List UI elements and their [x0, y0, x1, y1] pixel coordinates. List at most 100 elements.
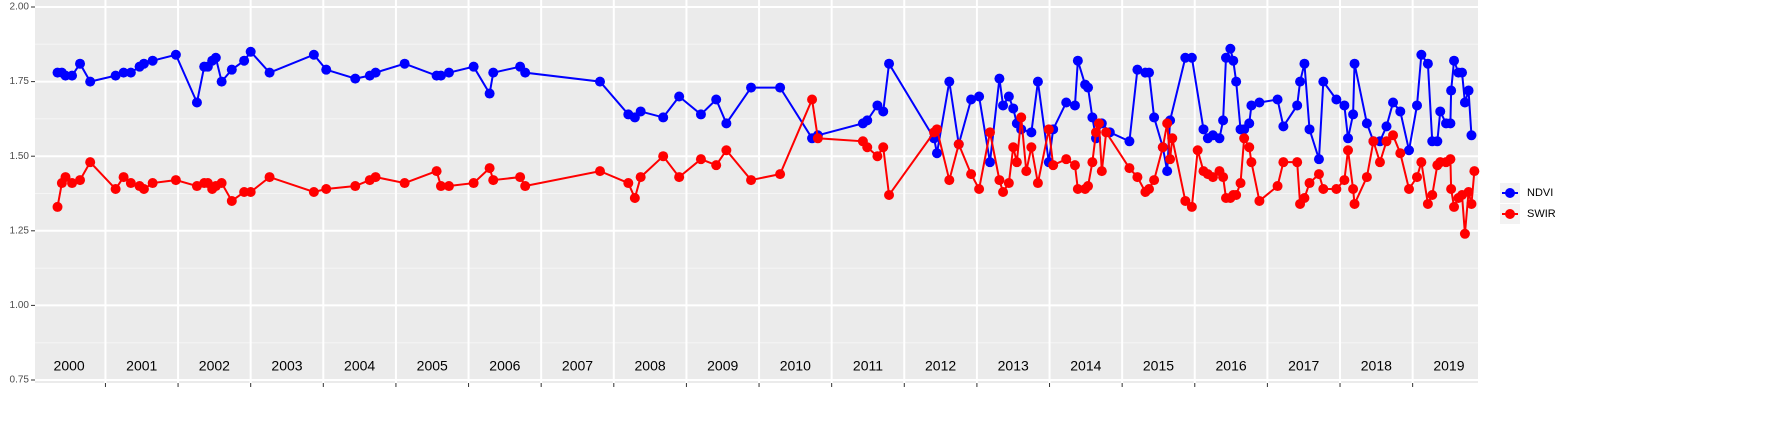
- point: [67, 178, 78, 189]
- point: [1228, 55, 1239, 66]
- point: [1180, 195, 1191, 206]
- point: [1404, 145, 1415, 156]
- year-label: 2019: [1433, 358, 1464, 374]
- point: [75, 175, 86, 186]
- point: [1016, 112, 1027, 123]
- point: [1246, 100, 1257, 111]
- point: [431, 166, 442, 177]
- point: [1186, 201, 1197, 212]
- point: [1459, 228, 1470, 239]
- point: [953, 139, 964, 150]
- point: [1231, 189, 1242, 200]
- point: [1048, 160, 1059, 171]
- point: [1132, 172, 1143, 183]
- point: [1132, 64, 1143, 75]
- point: [350, 73, 361, 84]
- point: [60, 172, 71, 183]
- point: [1381, 121, 1392, 132]
- point: [1218, 115, 1229, 126]
- point: [1343, 145, 1354, 156]
- point: [1459, 97, 1470, 108]
- point: [1003, 178, 1014, 189]
- year-label: 2014: [1070, 358, 1101, 374]
- point: [138, 58, 149, 69]
- point: [1318, 76, 1329, 87]
- point: [226, 64, 237, 75]
- point: [1278, 157, 1289, 168]
- point: [1361, 172, 1372, 183]
- point: [1449, 55, 1460, 66]
- point: [1124, 163, 1135, 174]
- point: [1318, 184, 1329, 195]
- point: [67, 70, 78, 81]
- point: [350, 181, 361, 192]
- point: [746, 175, 757, 186]
- point: [1235, 178, 1246, 189]
- point: [1339, 100, 1350, 111]
- year-label: 2010: [780, 358, 811, 374]
- point: [1008, 103, 1019, 114]
- point: [695, 109, 706, 120]
- point: [594, 76, 605, 87]
- point: [488, 175, 499, 186]
- point: [1466, 198, 1477, 209]
- point: [1069, 100, 1080, 111]
- point: [746, 82, 757, 93]
- point: [884, 189, 895, 200]
- point: [264, 67, 275, 78]
- point: [170, 49, 181, 60]
- point: [1368, 136, 1379, 147]
- point: [1083, 181, 1094, 192]
- point: [216, 76, 227, 87]
- point: [711, 94, 722, 105]
- point: [147, 178, 158, 189]
- point: [1225, 43, 1236, 54]
- point: [1304, 124, 1315, 135]
- point: [435, 181, 446, 192]
- point: [1162, 118, 1173, 129]
- point: [125, 67, 136, 78]
- point: [484, 163, 495, 174]
- point: [321, 64, 332, 75]
- point: [966, 94, 977, 105]
- point: [1101, 127, 1112, 138]
- point: [695, 154, 706, 165]
- year-label: 2000: [54, 358, 85, 374]
- point: [1348, 109, 1359, 120]
- point: [1446, 184, 1457, 195]
- point: [884, 58, 895, 69]
- point: [1348, 184, 1359, 195]
- point: [1416, 157, 1427, 168]
- year-label: 2013: [998, 358, 1029, 374]
- point: [1466, 130, 1477, 141]
- point: [1331, 94, 1342, 105]
- point: [1299, 192, 1310, 203]
- point: [1435, 106, 1446, 117]
- point: [1011, 157, 1022, 168]
- point: [110, 184, 121, 195]
- point: [1061, 154, 1072, 165]
- point: [1331, 184, 1342, 195]
- point: [812, 133, 823, 144]
- point: [1144, 184, 1155, 195]
- point: [1404, 184, 1415, 195]
- point: [1388, 97, 1399, 108]
- point: [1087, 157, 1098, 168]
- point: [1162, 166, 1173, 177]
- point: [1026, 127, 1037, 138]
- point: [931, 124, 942, 135]
- point: [1244, 118, 1255, 129]
- point: [862, 115, 873, 126]
- point: [468, 178, 479, 189]
- point: [594, 166, 605, 177]
- point: [1463, 85, 1474, 96]
- point: [1043, 124, 1054, 135]
- year-label: 2012: [925, 358, 956, 374]
- point: [1432, 136, 1443, 147]
- point: [85, 76, 96, 87]
- legend-label: NDVI: [1527, 187, 1553, 199]
- point: [515, 172, 526, 183]
- point: [370, 172, 381, 183]
- point: [966, 169, 977, 180]
